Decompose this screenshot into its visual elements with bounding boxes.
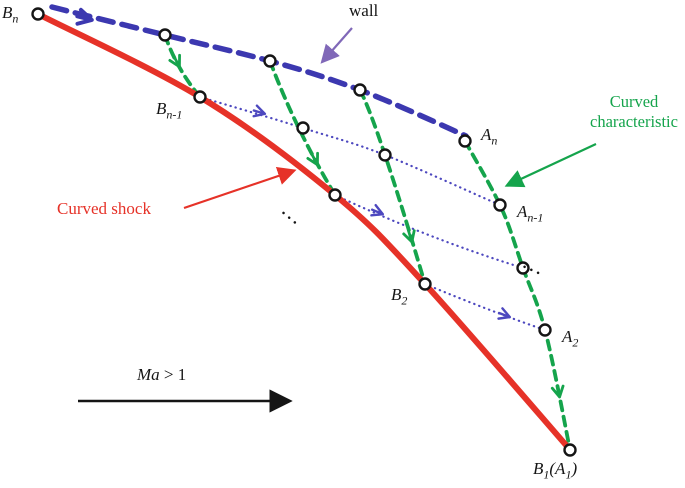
label-mach-relation: > 1 [159, 365, 187, 384]
label-a-1-var: (A [549, 459, 566, 478]
label-b-n-minus-1-var: B [156, 99, 167, 118]
characteristic-direction-marker-1 [167, 52, 186, 71]
label-b-1-sub: 1 [543, 467, 550, 482]
node-shock-mid [328, 188, 342, 202]
label-a-2-var: A [562, 327, 573, 346]
dotted-direction-marker-3 [495, 306, 513, 324]
label-a-2-sub: 2 [572, 335, 579, 350]
dotted-direction-marker-1 [251, 104, 268, 121]
shock-curve [35, 11, 575, 455]
label-b-n: Bn [2, 3, 19, 26]
label-b-n-var: B [2, 3, 13, 22]
label-curved-shock: Curved shock [57, 199, 151, 218]
label-mach-var: Ma [137, 365, 160, 384]
characteristic-direction-marker-3 [401, 227, 419, 245]
label-b-1-a-1: B1(A1) [533, 459, 578, 482]
label-a-n: An [481, 125, 498, 148]
label-curved-characteristic: Curved characteristic [590, 92, 678, 131]
label-b-1-var: B [533, 459, 544, 478]
label-a-n-minus-1: An-1 [517, 202, 544, 225]
label-b-n-minus-1-sub: n-1 [166, 107, 183, 122]
shock-pointer-arrow [183, 166, 297, 210]
node-b-1-a-1 [563, 443, 577, 457]
node-a-n-minus-1 [493, 198, 507, 212]
label-b-2-sub: 2 [401, 293, 408, 308]
characteristic-direction-marker-2 [305, 150, 324, 169]
node-b-2 [418, 277, 432, 291]
label-a-1-sub: 1 [565, 467, 572, 482]
node-wall-1 [158, 28, 172, 42]
label-a-n-minus-1-sub: n-1 [527, 210, 544, 225]
label-a-n-minus-1-var: A [517, 202, 528, 221]
dotted-characteristic-1 [198, 95, 502, 207]
dotted-characteristic-2 [333, 193, 525, 270]
label-b-2-var: B [391, 285, 402, 304]
node-b-n-minus-1 [193, 90, 207, 104]
node-wall-2 [263, 54, 277, 68]
wall-curve [49, 4, 469, 139]
node-a-2 [538, 323, 552, 337]
node-b-n [31, 7, 45, 21]
label-a-n-var: A [481, 125, 492, 144]
label-mach-condition: Ma > 1 [137, 365, 187, 385]
node-grid-1 [296, 121, 310, 135]
label-a-2: A2 [562, 327, 579, 350]
characteristic-curve-3 [358, 88, 427, 286]
wall-pointer-arrow [320, 27, 353, 64]
label-b-n-sub: n [12, 11, 19, 26]
node-a-n [458, 134, 472, 148]
characteristic-direction-marker-4 [550, 383, 567, 400]
label-a-1-close: ) [571, 459, 578, 478]
node-grid-2 [378, 148, 392, 162]
characteristic-curve-2 [268, 59, 337, 197]
node-a-mid [516, 261, 530, 275]
characteristic-curve-right [463, 139, 572, 452]
label-wall: wall [349, 1, 379, 20]
label-b-2: B2 [391, 285, 408, 308]
label-a-n-sub: n [491, 133, 498, 148]
node-wall-3 [353, 83, 367, 97]
characteristic-pointer-arrow [504, 143, 597, 188]
label-b-n-minus-1: Bn-1 [156, 99, 183, 122]
